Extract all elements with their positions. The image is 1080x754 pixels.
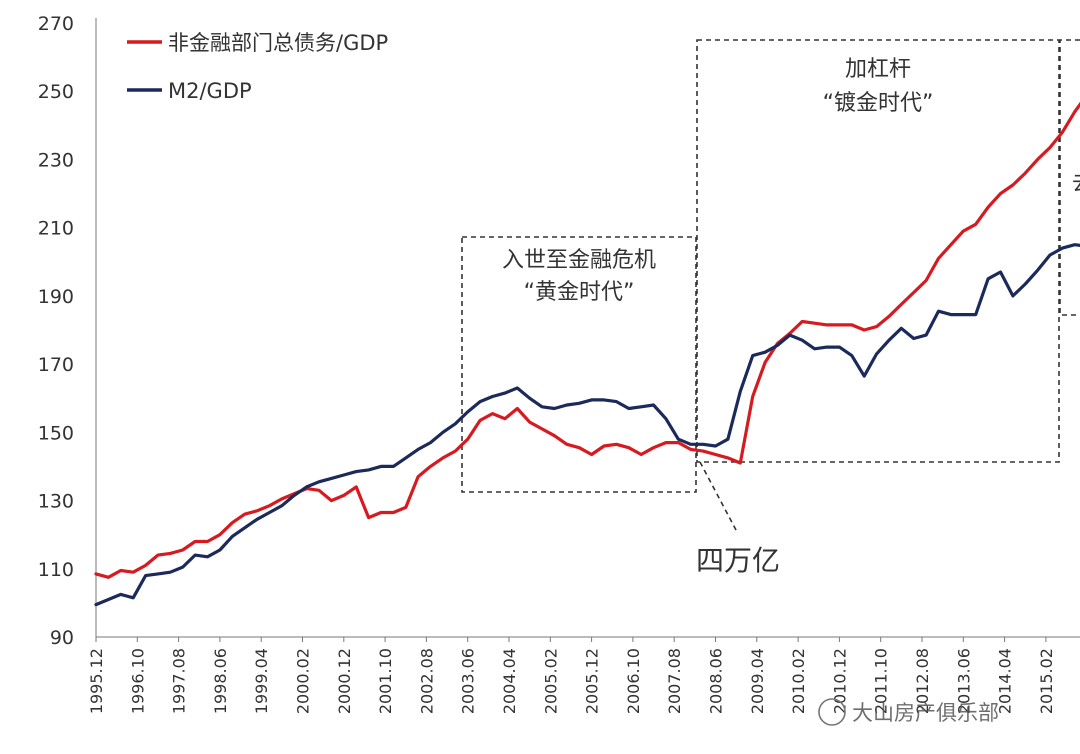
x-tick-label: 2005.02 [541,648,560,714]
x-tick-label: 1998.06 [211,648,230,714]
chart-axes: 90 110 130 150 170 190 210 230 250 270 1995.12 1996… [38,13,1080,714]
series-line-m2-gdp [94,243,1080,607]
y-tick-label: 190 [38,286,74,308]
x-tick-label: 2015.02 [1037,648,1056,714]
x-tick-label: 2002.08 [417,648,436,714]
series-lines [94,101,1080,607]
y-tick-label: 270 [38,13,74,35]
x-tick-label: 2010.02 [789,648,808,714]
annotation-box-golden-age [461,236,697,493]
x-tick-label: 2006.10 [624,648,643,714]
annotation-box-gilded-age [696,39,1060,463]
legend-label-debt-gdp: 非金融部门总债务/GDP [168,31,388,55]
annotation-four-trillion: 四万亿 [696,544,780,577]
x-tick-label: 2000.12 [335,648,354,714]
x-tick-label: 2003.06 [459,648,478,714]
annotation-gilded-age-title: 加杠杆 [845,57,911,82]
annotation-cut-off: 去 [1072,171,1080,196]
x-tick-label: 2001.10 [376,648,395,714]
y-tick-label: 110 [38,559,74,581]
series-line-debt-gdp [94,101,1080,579]
x-tick-label: 2011.10 [872,648,891,714]
x-tick-label: 2008.06 [707,648,726,714]
wechat-icon [818,698,846,726]
annotation-golden-age-title: 入世至金融危机 [502,248,656,273]
x-tick-label: 2004.04 [500,648,519,714]
y-tick-label: 210 [38,218,74,240]
annotation-gilded-age-subtitle: “镀金时代” [823,91,934,116]
x-tick-label: 1997.08 [170,648,189,714]
x-tick-label: 1995.12 [87,648,106,714]
watermark: 大山房产俱乐部 [818,698,999,726]
annotation-golden-age-subtitle: “黄金时代” [524,280,635,305]
x-tick-label: 2009.04 [748,648,767,714]
x-tick-label: 2007.08 [665,648,684,714]
x-tick-label: 2000.02 [294,648,313,714]
y-tick-label: 230 [38,149,74,171]
annotations: 入世至金融危机 “黄金时代” 加杠杆 “镀金时代” 四万亿 去 [502,57,1080,577]
watermark-text: 大山房产俱乐部 [852,701,999,725]
x-tick-label: 2013.06 [954,648,973,714]
legend-label-m2-gdp: M2/GDP [168,79,252,103]
annotation-box-next-period [1059,39,1080,316]
x-tick-label: 2010.12 [830,648,849,714]
annotation-pointer [699,461,737,531]
y-tick-label: 90 [50,627,74,649]
x-tick-label: 1999.04 [252,648,271,714]
annotation-boxes [461,39,1080,531]
x-tick-label: 2012.08 [913,648,932,714]
x-tick-label: 2014.04 [996,648,1015,714]
x-tick-label: 2015.12 [1078,648,1080,714]
y-tick-label: 150 [38,422,74,444]
x-tick-label: 1996.10 [128,648,147,714]
y-tick-label: 130 [38,491,74,513]
x-tick-label: 2005.12 [583,648,602,714]
legend: 非金融部门总债务/GDP M2/GDP [127,31,388,103]
y-tick-label: 170 [38,354,74,376]
y-tick-label: 250 [38,81,74,103]
